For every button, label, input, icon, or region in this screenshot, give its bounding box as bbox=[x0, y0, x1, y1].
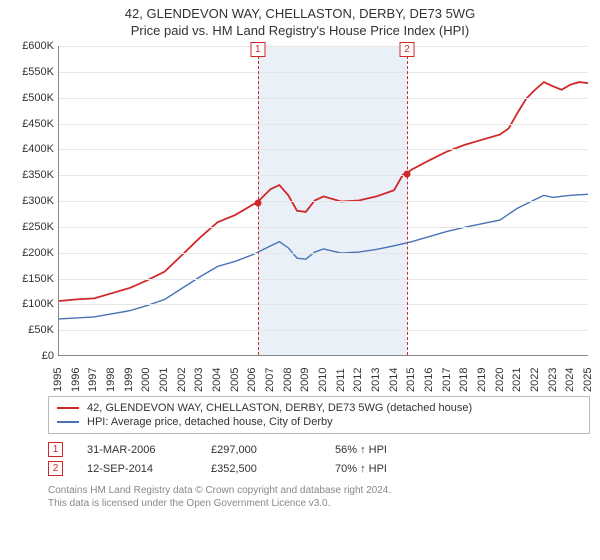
legend-label: HPI: Average price, detached house, City… bbox=[87, 416, 333, 428]
x-tick-label: 2019 bbox=[476, 368, 488, 392]
legend-item: 42, GLENDEVON WAY, CHELLASTON, DERBY, DE… bbox=[57, 401, 581, 415]
footer-line-1: Contains HM Land Registry data © Crown c… bbox=[48, 484, 590, 497]
x-tick-label: 2012 bbox=[352, 368, 364, 392]
legend: 42, GLENDEVON WAY, CHELLASTON, DERBY, DE… bbox=[48, 396, 590, 434]
event-delta: 70% ↑ HPI bbox=[335, 463, 435, 475]
sale-dot-icon bbox=[254, 199, 261, 206]
x-tick-label: 2025 bbox=[582, 368, 594, 392]
x-tick-label: 2000 bbox=[140, 368, 152, 392]
event-price: £297,000 bbox=[211, 444, 311, 456]
x-tick-label: 1999 bbox=[123, 368, 135, 392]
x-tick-label: 2017 bbox=[441, 368, 453, 392]
y-tick-label: £0 bbox=[42, 350, 54, 362]
event-row: 1 31-MAR-2006 £297,000 56% ↑ HPI bbox=[48, 440, 590, 459]
x-tick-label: 2020 bbox=[494, 368, 506, 392]
event-marker-icon: 2 bbox=[48, 461, 63, 476]
y-tick-label: £200K bbox=[22, 247, 54, 259]
y-tick-label: £500K bbox=[22, 92, 54, 104]
x-tick-label: 2004 bbox=[211, 368, 223, 392]
title-line-2: Price paid vs. HM Land Registry's House … bbox=[0, 23, 600, 38]
x-tick-label: 1996 bbox=[70, 368, 82, 392]
series-line bbox=[59, 194, 588, 319]
x-tick-label: 2005 bbox=[229, 368, 241, 392]
event-row: 2 12-SEP-2014 £352,500 70% ↑ HPI bbox=[48, 459, 590, 478]
event-marker-flag: 1 bbox=[250, 42, 265, 57]
series-line bbox=[59, 82, 588, 301]
x-tick-label: 2001 bbox=[158, 368, 170, 392]
x-axis: 1995199619971998199920002001200220032004… bbox=[58, 356, 588, 390]
x-tick-label: 2022 bbox=[529, 368, 541, 392]
y-tick-label: £150K bbox=[22, 273, 54, 285]
chart-title-block: 42, GLENDEVON WAY, CHELLASTON, DERBY, DE… bbox=[0, 0, 600, 38]
sale-dot-icon bbox=[404, 171, 411, 178]
footer: Contains HM Land Registry data © Crown c… bbox=[48, 484, 590, 510]
legend-item: HPI: Average price, detached house, City… bbox=[57, 415, 581, 429]
x-tick-label: 2021 bbox=[511, 368, 523, 392]
event-date: 31-MAR-2006 bbox=[87, 444, 187, 456]
event-marker-flag: 2 bbox=[400, 42, 415, 57]
x-tick-label: 2023 bbox=[547, 368, 559, 392]
legend-swatch bbox=[57, 407, 79, 409]
event-delta: 56% ↑ HPI bbox=[335, 444, 435, 456]
y-tick-label: £100K bbox=[22, 298, 54, 310]
x-tick-label: 2014 bbox=[388, 368, 400, 392]
chart-area: £0£50K£100K£150K£200K£250K£300K£350K£400… bbox=[10, 46, 590, 356]
x-tick-label: 2008 bbox=[282, 368, 294, 392]
x-tick-label: 1995 bbox=[52, 368, 64, 392]
x-tick-label: 2003 bbox=[193, 368, 205, 392]
y-tick-label: £550K bbox=[22, 66, 54, 78]
y-tick-label: £600K bbox=[22, 40, 54, 52]
x-tick-label: 2016 bbox=[423, 368, 435, 392]
event-price: £352,500 bbox=[211, 463, 311, 475]
y-tick-label: £50K bbox=[28, 324, 54, 336]
x-tick-label: 2018 bbox=[458, 368, 470, 392]
x-tick-label: 2007 bbox=[264, 368, 276, 392]
plot-area: 12 bbox=[58, 46, 588, 356]
x-tick-label: 2011 bbox=[335, 368, 347, 392]
x-tick-label: 2015 bbox=[405, 368, 417, 392]
x-tick-label: 2002 bbox=[176, 368, 188, 392]
legend-swatch bbox=[57, 421, 79, 423]
event-date: 12-SEP-2014 bbox=[87, 463, 187, 475]
legend-label: 42, GLENDEVON WAY, CHELLASTON, DERBY, DE… bbox=[87, 402, 472, 414]
x-tick-label: 1998 bbox=[105, 368, 117, 392]
x-tick-label: 2013 bbox=[370, 368, 382, 392]
y-tick-label: £250K bbox=[22, 221, 54, 233]
footer-line-2: This data is licensed under the Open Gov… bbox=[48, 497, 590, 510]
y-tick-label: £400K bbox=[22, 143, 54, 155]
x-tick-label: 2024 bbox=[564, 368, 576, 392]
x-tick-label: 1997 bbox=[87, 368, 99, 392]
event-line bbox=[407, 46, 408, 355]
y-tick-label: £350K bbox=[22, 169, 54, 181]
y-tick-label: £450K bbox=[22, 118, 54, 130]
y-axis: £0£50K£100K£150K£200K£250K£300K£350K£400… bbox=[10, 46, 58, 356]
title-line-1: 42, GLENDEVON WAY, CHELLASTON, DERBY, DE… bbox=[0, 6, 600, 21]
event-marker-icon: 1 bbox=[48, 442, 63, 457]
x-tick-label: 2010 bbox=[317, 368, 329, 392]
y-tick-label: £300K bbox=[22, 195, 54, 207]
x-tick-label: 2009 bbox=[299, 368, 311, 392]
x-tick-label: 2006 bbox=[246, 368, 258, 392]
events-table: 1 31-MAR-2006 £297,000 56% ↑ HPI 2 12-SE… bbox=[48, 440, 590, 478]
